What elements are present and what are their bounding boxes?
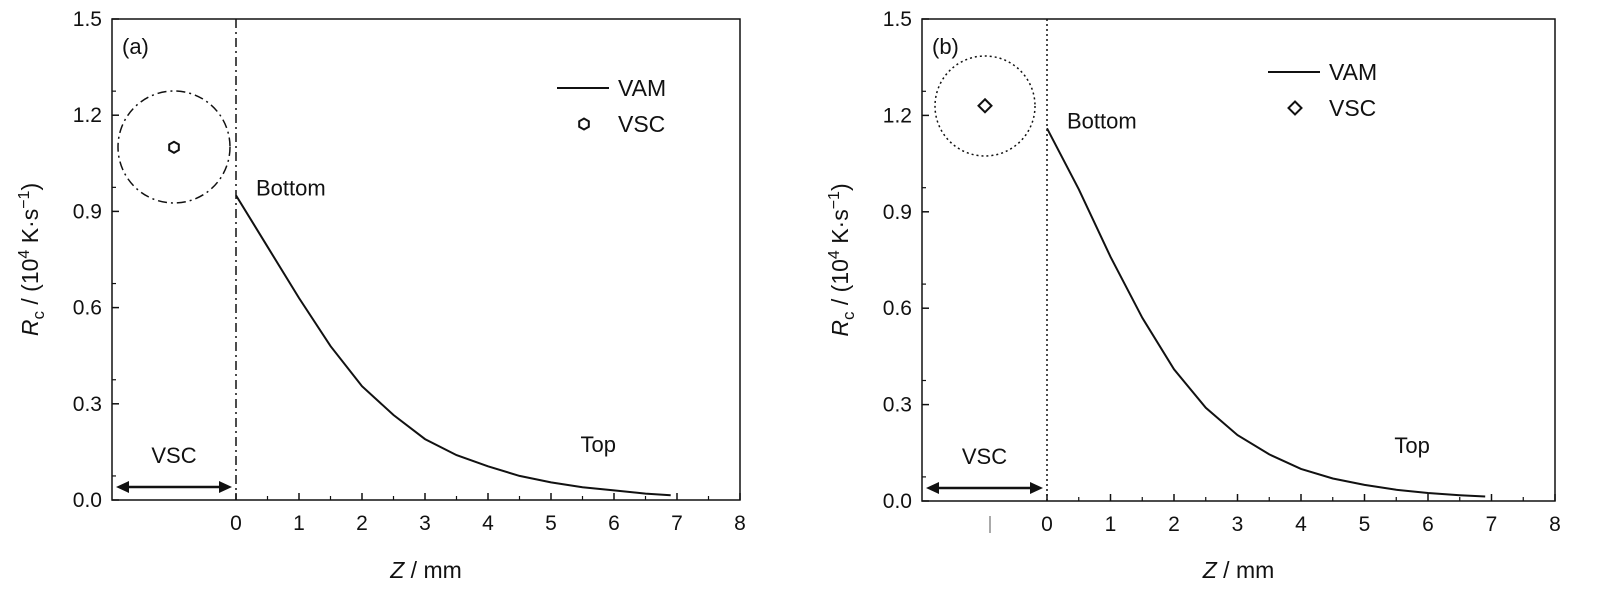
y-tick-label: 1.2: [883, 104, 912, 127]
x-tick-label: 7: [1486, 513, 1498, 536]
legend-swatch-vsc: [578, 117, 590, 131]
y-tick-label: 1.5: [73, 8, 102, 31]
legend-label-vam: VAM: [618, 75, 666, 101]
x-tick-label: 5: [545, 512, 557, 535]
y-tick-label: 0.0: [73, 489, 102, 512]
x-tick-label: 6: [608, 512, 620, 535]
x-tick-label: 0: [1041, 513, 1053, 536]
y-tick-label: 0.9: [73, 200, 102, 223]
vsc-highlight-circle: [934, 55, 1036, 157]
vsc-arrow-head-right: [1030, 482, 1043, 494]
legend-swatch-vsc: [1287, 100, 1303, 116]
vsc-marker: [168, 140, 180, 154]
y-tick-label: 1.5: [883, 8, 912, 31]
plot-frame: [111, 18, 741, 501]
y-tick-label: 0.9: [883, 201, 912, 224]
panel-a: 0.0 0.3 0.6 0.9 1.2 1.5 0 1 2 3 4 5 6 7 8 VSC Bottom Top V…: [16, 8, 746, 583]
y-tick-label: 0.3: [883, 394, 912, 417]
annotation-bottom: Bottom: [256, 175, 326, 200]
panel-label: (b): [932, 34, 959, 59]
x-tick-label: 2: [356, 512, 368, 535]
panel-label: (a): [122, 34, 149, 59]
x-axis-title: Z / mm: [1202, 557, 1275, 583]
vsc-arrow-head-left: [116, 481, 129, 493]
x-tick-label: 4: [482, 512, 494, 535]
annotation-top: Top: [581, 432, 616, 457]
x-tick-label: 8: [1549, 513, 1561, 536]
annotation-top: Top: [1394, 433, 1429, 458]
x-tick-label: 3: [1232, 513, 1244, 536]
x-tick-label: 7: [671, 512, 683, 535]
vsc-region-label: VSC: [151, 443, 196, 468]
y-tick-label: 0.6: [73, 297, 102, 320]
x-tick-label: 6: [1422, 513, 1434, 536]
y-axis-title: Rc / (104 K·s−1): [16, 183, 48, 336]
y-tick-label: 0.6: [883, 297, 912, 320]
vsc-arrow-head-right: [219, 481, 232, 493]
panel-b: 0.0 0.3 0.6 0.9 1.2 1.5 0 1 2 3 4 5 6 7 8 VSC Bottom Top V…: [826, 8, 1561, 583]
y-tick-label: 1.2: [73, 104, 102, 127]
x-tick-label: 4: [1295, 513, 1307, 536]
y-axis-title: Rc / (104 K·s−1): [826, 183, 858, 336]
x-tick-label: 8: [734, 512, 746, 535]
legend-label-vsc: VSC: [618, 111, 665, 137]
vsc-arrow-head-left: [926, 482, 939, 494]
annotation-bottom: Bottom: [1067, 108, 1137, 133]
x-tick-label: 5: [1359, 513, 1371, 536]
x-tick-label: 2: [1168, 513, 1180, 536]
vsc-region-label: VSC: [962, 444, 1007, 469]
vam-series-line: [235, 194, 671, 497]
x-tick-label: 1: [293, 512, 305, 535]
x-axis-title: Z / mm: [389, 557, 462, 583]
vsc-marker: [977, 97, 993, 114]
y-tick-label: 0.0: [883, 490, 912, 513]
vam-series-line: [1046, 127, 1486, 498]
x-tick-label: 0: [230, 512, 242, 535]
vsc-highlight-circle: [117, 90, 231, 204]
plot-frame: [921, 18, 1556, 502]
x-tick-label: 1: [1105, 513, 1117, 536]
x-tick-label: 3: [419, 512, 431, 535]
legend-label-vam: VAM: [1329, 59, 1377, 85]
y-tick-label: 0.3: [73, 393, 102, 416]
legend-label-vsc: VSC: [1329, 95, 1376, 121]
